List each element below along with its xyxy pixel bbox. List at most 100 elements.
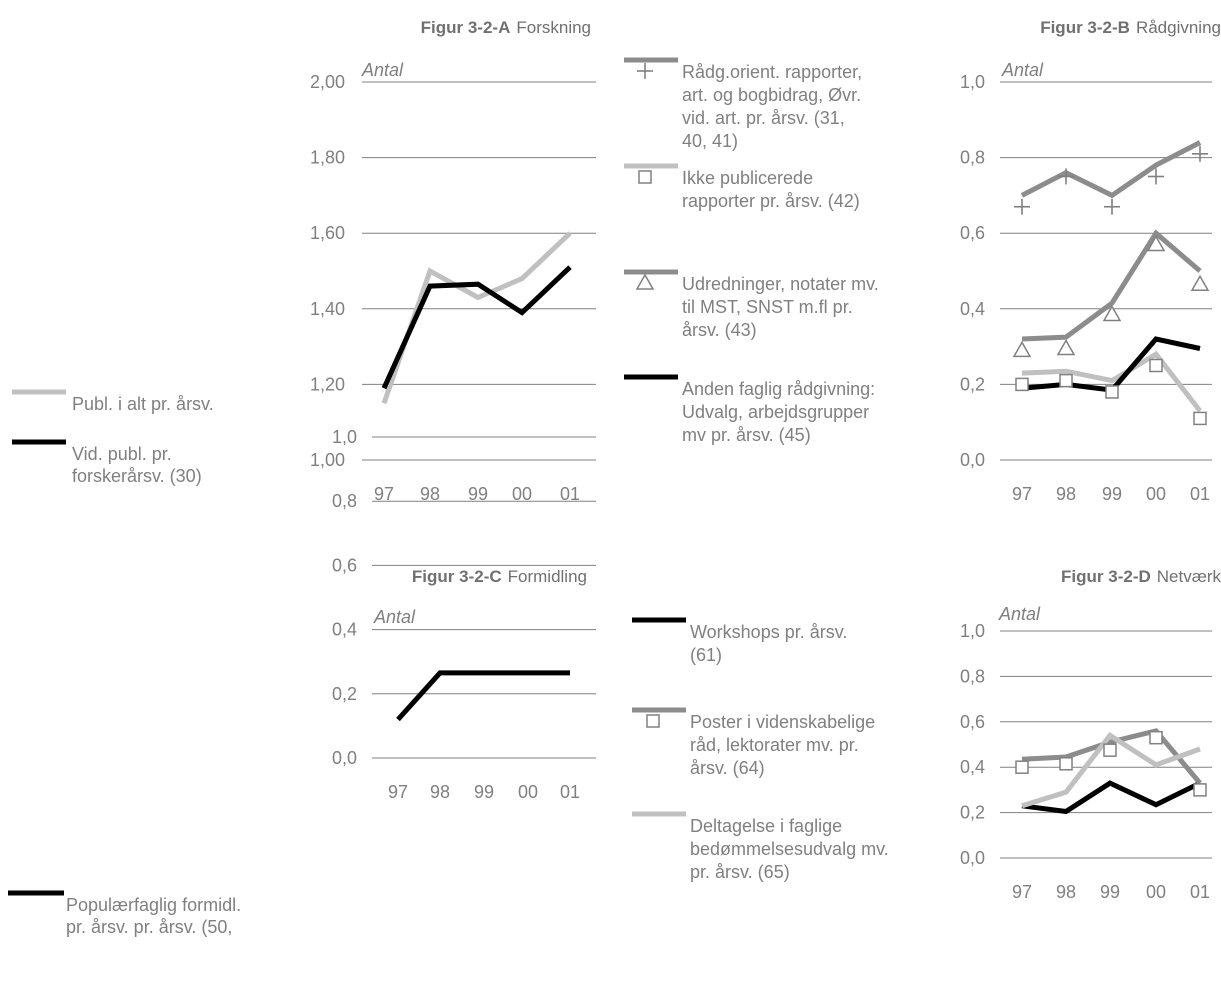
chart-title-text: Forskning — [516, 18, 591, 37]
legend-marker-square — [638, 170, 652, 184]
triangle-marker — [1056, 338, 1076, 356]
y-tick-label: 0,8 — [960, 148, 985, 168]
chart-a: Figur 3-2-A Forskning 1,00 1,20 1,40 1,60 1,80… — [310, 18, 596, 504]
y-tick-label: 1,60 — [310, 223, 345, 243]
series-line-2 — [381, 265, 572, 390]
x-tick-label: 97 — [388, 782, 408, 802]
legend-item: Populærfaglig formidl.pr. årsv. pr. årsv… — [8, 890, 241, 937]
x-tick-label: 01 — [560, 782, 580, 802]
legend-item: Vid. publ. pr.forskerårsv. (30) — [12, 439, 202, 486]
y-tick-label: 1,0 — [960, 621, 985, 641]
legend-item: Udredninger, notater mv. til MST, SNST m.… — [624, 269, 879, 340]
x-tick-label: 99 — [1100, 882, 1120, 902]
legend-label: Publ. i alt pr. årsv. — [72, 394, 214, 414]
chart-title-number: Figur 3-2-C — [412, 567, 502, 586]
legend-item: Ikke publicerede rapporter pr. årsv. (42) — [624, 163, 860, 211]
series-line-3 — [1021, 229, 1202, 342]
y-tick-label: 0,6 — [960, 223, 985, 243]
legend-label: bedømmelsesudvalg mv. — [690, 839, 889, 859]
legend-label: Udredninger, notater mv. — [682, 274, 879, 294]
x-tick-label: 98 — [420, 484, 440, 504]
unit-label: Antal — [373, 607, 416, 627]
x-tick-label: 99 — [1102, 484, 1122, 504]
legend-item: Anden faglig rådgivning: Udvalg, arbejdsg… — [624, 374, 875, 445]
chart-title-text: Formidling — [508, 567, 587, 586]
unit-label: Antal — [998, 604, 1041, 624]
triangle-marker — [1102, 304, 1122, 322]
triangle-marker — [1012, 340, 1032, 358]
legend-d: Workshops pr. årsv. (61) Poster i videnska… — [632, 617, 889, 882]
x-tick-label: 99 — [468, 484, 488, 504]
y-tick-label: 0,0 — [960, 848, 985, 868]
legend-item: Rådg.orient. rapporter, art. og bogbidrag… — [624, 57, 862, 151]
legend-item: Workshops pr. årsv. (61) — [632, 617, 847, 665]
y-tick-label: 1,80 — [310, 148, 345, 168]
chart-b: Figur 3-2-B Rådgivning 0,0 0,2 0,4 0,6 0,8 1,0 A… — [960, 18, 1221, 504]
square-marker — [1059, 373, 1073, 388]
x-tick-label: 00 — [512, 484, 532, 504]
y-tick-label: 0,0 — [960, 450, 985, 470]
y-tick-label: 1,20 — [310, 374, 345, 394]
chart-title-text: Netværk — [1157, 567, 1221, 586]
chart-title: Figur 3-2-C Formidling — [412, 567, 587, 586]
legend-marker-triangle — [635, 273, 655, 290]
y-tick-label: 0,6 — [332, 555, 357, 575]
legend-label: Anden faglig rådgivning: — [682, 379, 875, 399]
y-tick-label: 0,2 — [332, 684, 357, 704]
square-marker — [1149, 358, 1163, 373]
legend-label: Workshops pr. årsv. — [690, 622, 847, 642]
legend-label: årsv. (43) — [682, 320, 757, 340]
x-tick-label: 01 — [1190, 484, 1210, 504]
x-tick-label: 98 — [1056, 882, 1076, 902]
legend-marker-square — [646, 714, 660, 728]
x-tick-label: 01 — [1190, 882, 1210, 902]
legend-label: Ikke publicerede — [682, 168, 813, 188]
y-tick-label: 0,8 — [960, 666, 985, 686]
chart-title: Figur 3-2-B Rådgivning — [1040, 18, 1221, 37]
unit-label: Antal — [361, 60, 404, 80]
y-tick-label: 1,0 — [332, 427, 357, 447]
chart-title-number: Figur 3-2-A — [421, 18, 511, 37]
triangle-marker — [1190, 274, 1210, 291]
series-line-1 — [1020, 140, 1202, 199]
legend-label: Rådg.orient. rapporter, — [682, 62, 862, 82]
legend-item: Deltagelse i faglige bedømmelsesudvalg mv… — [632, 811, 889, 882]
x-tick-label: 97 — [1012, 882, 1032, 902]
y-tick-label: 1,0 — [960, 72, 985, 92]
legend-label: vid. art. pr. årsv. (31, — [682, 108, 845, 128]
y-tick-label: 0,4 — [960, 757, 985, 777]
series-line-1 — [396, 670, 570, 722]
series-line-2 — [1021, 728, 1202, 785]
legend-label: pr. årsv. pr. årsv. (50, — [66, 917, 232, 937]
triangle-marker — [1146, 235, 1166, 252]
square-marker — [1103, 743, 1117, 757]
legend-label: årsv. (64) — [690, 758, 765, 778]
x-tick-label: 00 — [1146, 882, 1166, 902]
y-tick-label: 1,00 — [310, 450, 345, 470]
series-line-2 — [1021, 350, 1202, 413]
chart-title-number: Figur 3-2-B — [1040, 18, 1130, 37]
legend-label: mv pr. årsv. (45) — [682, 425, 811, 445]
legend-label: art. og bogbidrag, Øvr. — [682, 85, 861, 105]
square-marker — [1193, 411, 1207, 426]
legend-label: (61) — [690, 645, 722, 665]
square-marker — [1105, 385, 1119, 399]
x-tick-label: 97 — [1012, 484, 1032, 504]
series-line-1 — [381, 231, 572, 405]
charts-layer: Figur 3-2-A Forskning 1,00 1,20 1,40 1,60 1,80… — [310, 18, 1221, 902]
chart-title: Figur 3-2-A Forskning — [421, 18, 591, 37]
legends-layer: Publ. i alt pr. årsv. Vid. publ. pr.forsk… — [8, 57, 889, 937]
chart-title-text: Rådgivning — [1136, 18, 1221, 37]
legend-label: Udvalg, arbejdsgrupper — [682, 402, 869, 422]
y-tick-label: 0,0 — [332, 748, 357, 768]
y-tick-label: 2,00 — [310, 72, 345, 92]
series-line-3 — [1021, 732, 1201, 809]
legend-item: Poster i videnskabelige råd, lektorater m… — [632, 707, 875, 778]
square-marker — [1015, 377, 1029, 392]
x-tick-label: 99 — [474, 782, 494, 802]
square-marker — [1015, 760, 1029, 774]
legend-label: rapporter pr. årsv. (42) — [682, 191, 860, 211]
legend-label: Poster i videnskabelige — [690, 712, 875, 732]
x-tick-label: 01 — [560, 484, 580, 504]
